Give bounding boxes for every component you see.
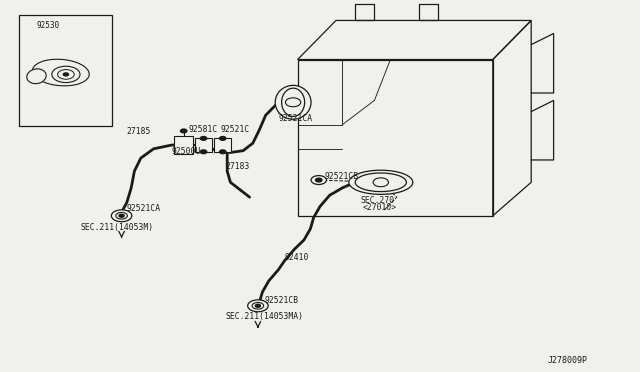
Ellipse shape bbox=[355, 173, 406, 192]
Circle shape bbox=[116, 212, 127, 219]
Circle shape bbox=[220, 150, 226, 154]
Text: 92521CB: 92521CB bbox=[324, 171, 358, 180]
Circle shape bbox=[285, 98, 301, 107]
Circle shape bbox=[311, 176, 326, 185]
Bar bbox=[174, 136, 193, 154]
Text: 27183: 27183 bbox=[226, 162, 250, 171]
Text: 92581C: 92581C bbox=[189, 125, 218, 134]
Ellipse shape bbox=[282, 88, 305, 116]
Circle shape bbox=[200, 137, 207, 140]
Text: 92521C: 92521C bbox=[220, 125, 250, 134]
Ellipse shape bbox=[33, 59, 89, 86]
Text: 92521CA: 92521CA bbox=[127, 204, 161, 213]
Circle shape bbox=[180, 129, 187, 133]
Circle shape bbox=[248, 300, 268, 312]
Circle shape bbox=[63, 73, 68, 76]
Text: 92530: 92530 bbox=[36, 21, 60, 30]
Circle shape bbox=[111, 210, 132, 222]
Text: SEC.270: SEC.270 bbox=[360, 196, 394, 205]
Text: <27010>: <27010> bbox=[362, 203, 396, 212]
Text: 92500U: 92500U bbox=[172, 147, 201, 156]
Text: 92521CB: 92521CB bbox=[264, 296, 298, 305]
Text: 92410: 92410 bbox=[284, 253, 308, 262]
Text: 27185: 27185 bbox=[127, 127, 151, 136]
Circle shape bbox=[316, 178, 322, 182]
Text: J278009P: J278009P bbox=[547, 356, 588, 365]
Ellipse shape bbox=[349, 170, 413, 195]
Ellipse shape bbox=[275, 86, 311, 119]
Text: SEC.211(14053MA): SEC.211(14053MA) bbox=[226, 312, 304, 321]
Bar bbox=[214, 138, 231, 152]
Text: 92521CA: 92521CA bbox=[278, 114, 312, 123]
Circle shape bbox=[58, 70, 74, 79]
Circle shape bbox=[373, 178, 388, 187]
Circle shape bbox=[220, 137, 226, 140]
Circle shape bbox=[52, 66, 80, 83]
Bar bbox=[19, 15, 112, 126]
Bar bbox=[195, 138, 212, 152]
Circle shape bbox=[255, 304, 260, 307]
Text: SEC.211(14053M): SEC.211(14053M) bbox=[81, 223, 154, 232]
Circle shape bbox=[200, 150, 207, 154]
Circle shape bbox=[119, 214, 124, 217]
Ellipse shape bbox=[27, 69, 46, 84]
Circle shape bbox=[252, 302, 264, 309]
